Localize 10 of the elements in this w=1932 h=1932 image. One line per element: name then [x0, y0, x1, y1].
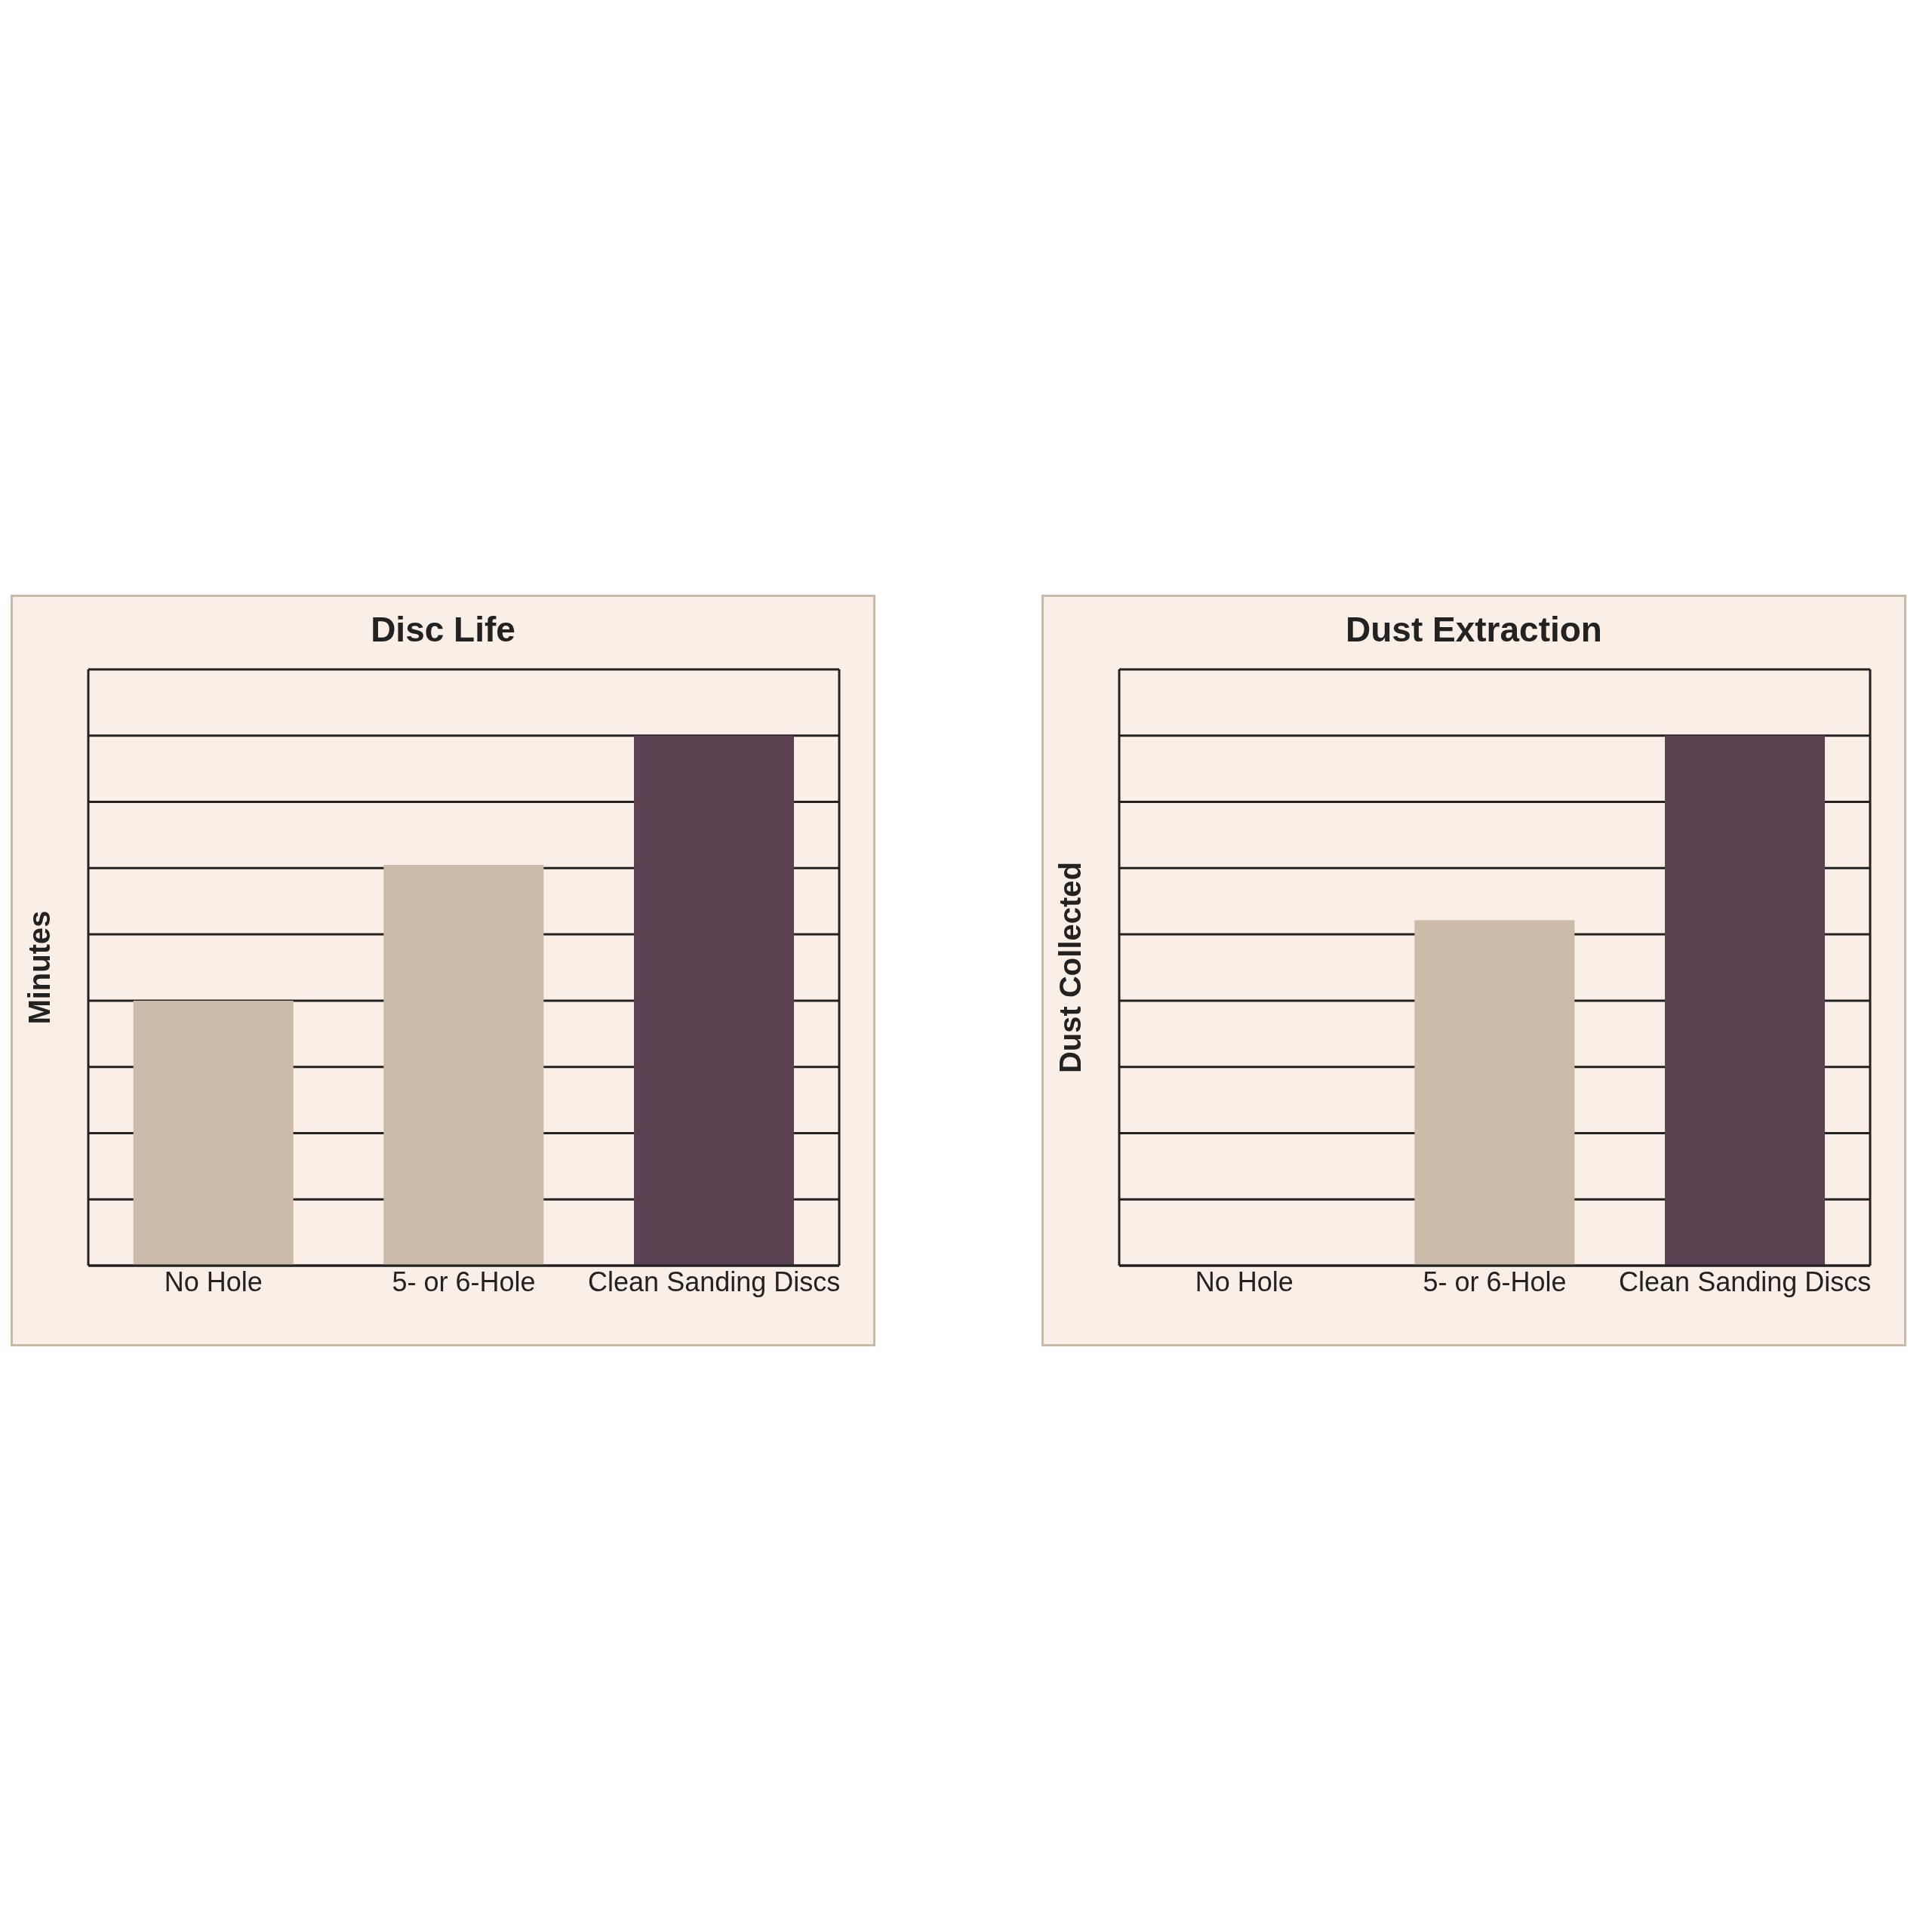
x-tick-label: 5- or 6-Hole [392, 1266, 536, 1297]
chart-title: Dust Extraction [1345, 609, 1603, 651]
y-axis-title: Dust Collected [1054, 861, 1088, 1074]
x-tick-label: No Hole [164, 1266, 263, 1297]
x-tick-label: 5- or 6-Hole [1423, 1266, 1567, 1297]
chart-title: Disc Life [370, 609, 516, 651]
x-tick-label: Clean Sanding Discs [1619, 1266, 1872, 1297]
y-axis-title: Minutes [23, 910, 57, 1025]
x-tick-label: No Hole [1195, 1266, 1294, 1297]
x-tick-label: Clean Sanding Discs [588, 1266, 841, 1297]
